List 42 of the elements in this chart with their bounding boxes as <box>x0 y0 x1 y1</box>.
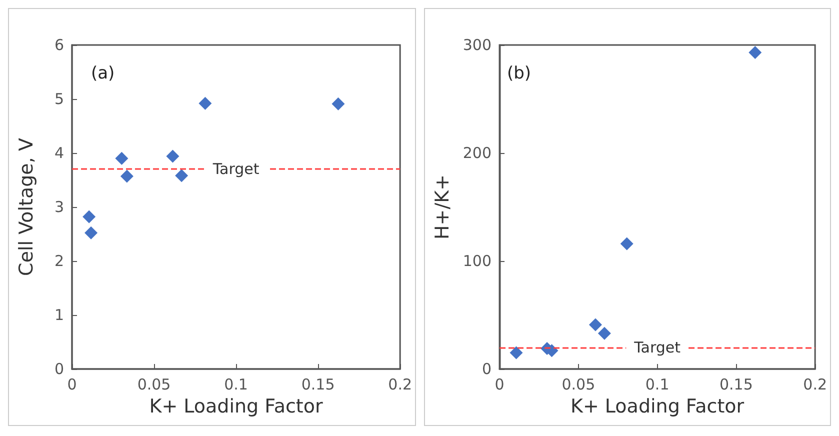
point <box>620 237 634 250</box>
x-tick-label: 0 <box>67 376 77 394</box>
ref-line-label: Target <box>633 338 681 356</box>
y-tick-label: 1 <box>54 306 64 324</box>
point <box>120 170 134 183</box>
annotation: (b) <box>507 64 532 84</box>
x-axis-title: K+ Loading Factor <box>570 396 744 418</box>
x-tick-label: 0 <box>494 376 504 394</box>
x-tick-label: 0.2 <box>388 376 412 394</box>
point <box>510 346 523 360</box>
annotation: (a) <box>91 64 115 84</box>
x-tick-label: 0.15 <box>301 376 335 394</box>
y-tick-label: 200 <box>462 144 492 162</box>
y-tick-label: 0 <box>482 360 492 378</box>
point <box>588 318 602 332</box>
y-tick-label: 6 <box>54 36 64 54</box>
y-tick-label: 4 <box>54 144 64 162</box>
y-axis-title: Cell Voltage, V <box>16 138 38 276</box>
x-axis-title: K+ Loading Factor <box>149 396 324 418</box>
point <box>175 169 188 182</box>
x-tick-label: 0.2 <box>803 376 827 394</box>
point <box>84 226 98 240</box>
point <box>332 97 345 110</box>
x-tick-label: 0.15 <box>719 376 753 394</box>
y-axis-title: H+/K+ <box>432 174 454 240</box>
x-tick-label: 0.1 <box>645 376 670 394</box>
y-tick-label: 0 <box>54 360 64 378</box>
y-tick-label: 5 <box>54 90 64 108</box>
x-tick-label: 0.05 <box>137 376 171 394</box>
point <box>748 46 762 60</box>
x-tick-label: 0.1 <box>224 376 248 394</box>
y-tick-label: 300 <box>462 36 492 54</box>
y-tick-label: 2 <box>54 252 64 270</box>
y-tick-label: 100 <box>462 252 492 270</box>
point <box>598 326 611 340</box>
point <box>115 152 128 165</box>
point <box>82 210 96 224</box>
x-tick-label: 0.05 <box>562 376 596 394</box>
point <box>198 96 212 110</box>
y-tick-label: 3 <box>54 198 64 216</box>
point <box>166 150 180 163</box>
ref-line-label: Target <box>212 160 260 178</box>
